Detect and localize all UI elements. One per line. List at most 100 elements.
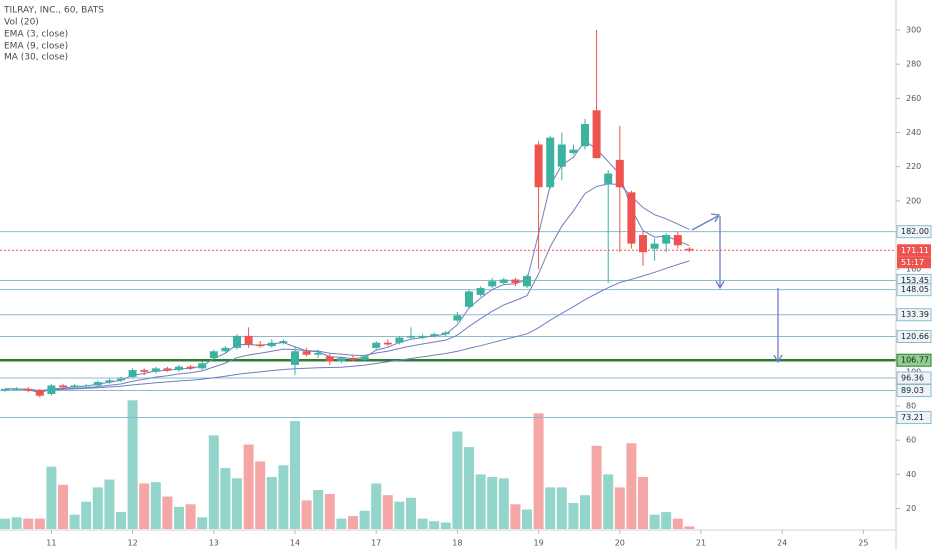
candle-body [360, 356, 369, 360]
level-label-box [896, 384, 932, 398]
x-tick-label: 14 [290, 539, 300, 548]
candle-layer [1, 30, 694, 398]
x-tick-label: 20 [615, 539, 625, 548]
volume-bar [92, 487, 103, 529]
volume-bar [417, 518, 428, 529]
candle-body [163, 368, 172, 371]
candle-body [499, 279, 508, 283]
legend-entry: EMA (3, close) [4, 30, 68, 40]
x-tick-label: 21 [696, 539, 706, 548]
volume-bar [649, 514, 660, 529]
volume-bar [127, 400, 138, 529]
level-label: 148.05 [901, 285, 929, 294]
level-label-box [896, 353, 932, 367]
volume-bar [475, 474, 486, 529]
candle-body [105, 380, 114, 383]
volume-bar [23, 518, 34, 529]
candle-body [59, 385, 67, 388]
y-tick-label: 200 [906, 196, 921, 205]
candle-body [151, 368, 160, 372]
volume-bar [359, 510, 370, 529]
level-label: 182.00 [901, 227, 929, 236]
volume-bar [452, 431, 463, 529]
level-label: 120.66 [901, 332, 929, 341]
candle-body [209, 351, 218, 359]
candle-body [453, 315, 462, 321]
volume-bar [371, 483, 382, 529]
candle-body [140, 370, 149, 372]
candle-body [650, 243, 659, 249]
candle-body [523, 276, 531, 287]
x-tick-label: 11 [46, 539, 56, 548]
candle-body [128, 370, 137, 377]
arrow-head [710, 213, 721, 223]
candle-body [93, 382, 102, 386]
volume-bar [185, 504, 196, 529]
candle-body [488, 281, 497, 287]
y-tick-label: 160 [906, 265, 921, 274]
candle-body [685, 248, 694, 251]
y-tick-label: 260 [906, 94, 921, 103]
volume-layer [0, 400, 695, 529]
candle-body [557, 144, 566, 167]
candle-body [24, 388, 33, 391]
candle-body [662, 235, 671, 244]
volume-bar [533, 413, 544, 529]
volume-bar [278, 465, 289, 529]
candle-body [244, 335, 253, 345]
level-label-box [896, 308, 932, 322]
volume-bar [394, 501, 405, 529]
volume-bar [0, 518, 10, 529]
legend-entry: Vol (20) [4, 18, 39, 28]
level-label-box [896, 411, 932, 425]
volume-bar [34, 518, 45, 529]
y-tick-label: 80 [906, 401, 916, 410]
volume-bar [580, 495, 590, 529]
candle-body [35, 390, 44, 396]
volume-bar [406, 497, 416, 529]
volume-bar [81, 501, 92, 529]
volume-bar [324, 493, 335, 529]
candle-body [673, 235, 682, 246]
level-label-box [896, 371, 932, 385]
volume-bar [684, 526, 695, 529]
candle-body [569, 149, 578, 154]
indicator-line [5, 183, 690, 392]
candle-body [476, 288, 485, 295]
volume-bar [220, 467, 231, 529]
legend: TILRAY, INC., 60, BATS Vol (20) EMA (3, … [3, 6, 104, 63]
level-label-box [896, 283, 932, 297]
level-label-box [896, 225, 932, 239]
level-label: 73.21 [901, 413, 924, 422]
volume-bar [116, 512, 126, 529]
volume-bar [162, 496, 173, 529]
x-tick-label: 25 [858, 539, 868, 548]
candle-body [592, 110, 601, 159]
candle-body [233, 335, 241, 348]
x-tick-label: 17 [371, 539, 381, 548]
volume-bar [429, 521, 440, 529]
volume-bar [266, 477, 277, 529]
candle-body [581, 123, 589, 147]
arrow-head [715, 280, 725, 290]
volume-bar [440, 522, 451, 529]
legend-title: TILRAY, INC., 60, BATS [3, 6, 104, 16]
volume-bar [58, 484, 68, 529]
candle-body [441, 332, 450, 335]
volume-bar [232, 478, 242, 529]
candle-body [395, 337, 404, 343]
level-label: 106.77 [901, 356, 929, 365]
x-tick-label: 18 [452, 539, 462, 548]
volume-bar [313, 490, 324, 529]
volume-bar [672, 518, 683, 529]
candle-body [604, 173, 613, 184]
volume-bar [522, 509, 532, 529]
candle-body [546, 137, 555, 188]
volume-bar [498, 478, 509, 529]
level-label: 133.39 [901, 310, 929, 319]
volume-bar [568, 503, 579, 529]
candle-body [383, 342, 392, 345]
legend-entry: MA (30, close) [4, 53, 68, 63]
candle-body [407, 335, 415, 338]
